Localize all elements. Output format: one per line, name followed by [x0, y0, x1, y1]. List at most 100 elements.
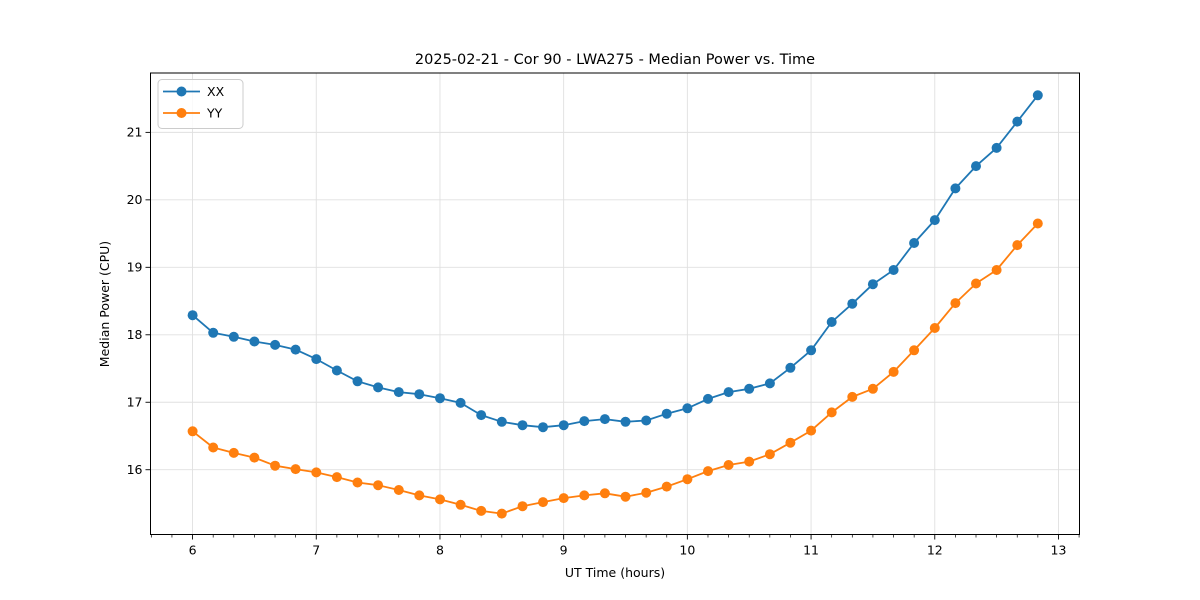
- data-point: [311, 467, 322, 478]
- data-point: [888, 265, 899, 275]
- data-point: [744, 383, 755, 394]
- data-point: [393, 485, 404, 495]
- data-point: [806, 345, 817, 356]
- legend-box: [157, 79, 244, 129]
- chart-title: 2025-02-21 - Cor 90 - LWA275 - Median Po…: [415, 52, 815, 68]
- series-xx: [187, 90, 1043, 433]
- data-point: [971, 161, 981, 172]
- data-point: [785, 437, 796, 448]
- legend-marker-xx: [176, 86, 187, 97]
- data-point: [579, 416, 590, 427]
- data-point: [270, 460, 281, 471]
- series-line-xx: [192, 94, 1039, 429]
- series-layer: [187, 90, 1043, 519]
- data-point: [249, 452, 260, 463]
- data-point: [661, 408, 672, 419]
- data-point: [538, 422, 548, 433]
- data-point: [599, 414, 610, 425]
- data-point: [414, 490, 425, 501]
- data-point: [290, 344, 301, 355]
- data-point: [929, 323, 940, 333]
- data-point: [476, 410, 487, 421]
- data-point: [847, 298, 858, 309]
- data-point: [909, 345, 920, 356]
- data-point: [847, 391, 858, 402]
- grid-layer: [150, 73, 1080, 535]
- y-tick-label: 16: [127, 462, 143, 477]
- data-point: [455, 397, 466, 408]
- tick-labels-layer: 6 7 8 9 10 11 12 13 16 17 18 19 20 21: [127, 125, 1067, 558]
- legend: XX YY: [157, 79, 244, 129]
- data-point: [703, 393, 713, 404]
- x-tick-label: 7: [312, 543, 320, 558]
- data-point: [1012, 240, 1023, 251]
- data-point: [228, 447, 239, 458]
- data-point: [538, 497, 548, 508]
- data-point: [826, 407, 837, 418]
- data-point: [950, 183, 961, 194]
- series-yy: [187, 218, 1043, 519]
- data-point: [187, 310, 198, 321]
- data-point: [517, 501, 528, 512]
- data-point: [641, 487, 652, 498]
- data-point: [331, 472, 342, 483]
- data-point: [744, 456, 755, 467]
- data-point: [558, 493, 569, 504]
- axes-frame: [150, 72, 1080, 535]
- data-point: [208, 327, 219, 338]
- data-point: [579, 490, 590, 501]
- data-point: [991, 265, 1002, 275]
- data-point: [208, 442, 219, 453]
- x-tick-label: 10: [679, 543, 695, 558]
- data-point: [826, 317, 837, 327]
- data-point: [270, 339, 281, 350]
- data-point: [496, 508, 507, 519]
- data-point: [971, 278, 981, 289]
- x-tick-label: 13: [1051, 543, 1067, 558]
- data-point: [682, 474, 693, 485]
- data-point: [888, 366, 899, 377]
- data-point: [455, 499, 466, 510]
- y-tick-label: 19: [127, 260, 143, 275]
- data-point: [764, 378, 775, 389]
- y-axis-label: Median Power (CPU): [97, 241, 112, 367]
- data-point: [723, 460, 734, 470]
- x-axis-label: UT Time (hours): [565, 565, 665, 580]
- data-point: [785, 362, 796, 373]
- data-point: [599, 488, 610, 499]
- data-point: [682, 403, 693, 414]
- data-point: [290, 464, 301, 475]
- data-point: [476, 505, 487, 516]
- data-point: [991, 142, 1002, 153]
- data-point: [867, 279, 878, 290]
- ticks-layer: [145, 131, 1080, 540]
- legend-item-yy: YY: [163, 106, 223, 121]
- y-tick-label: 21: [127, 125, 143, 140]
- data-point: [723, 387, 734, 398]
- legend-marker-yy: [176, 108, 187, 118]
- data-point: [249, 336, 260, 347]
- data-point: [311, 354, 322, 365]
- data-point: [641, 415, 652, 426]
- data-point: [393, 387, 404, 398]
- data-point: [187, 426, 198, 437]
- legend-item-xx: XX: [163, 84, 225, 99]
- data-point: [373, 382, 384, 393]
- data-point: [373, 480, 384, 491]
- data-point: [661, 481, 672, 492]
- data-point: [331, 365, 342, 376]
- data-point: [435, 393, 445, 404]
- data-point: [764, 449, 775, 460]
- data-point: [496, 416, 507, 427]
- data-point: [620, 491, 631, 502]
- y-tick-label: 18: [127, 327, 143, 342]
- x-tick-label: 12: [927, 543, 943, 558]
- data-point: [806, 425, 817, 436]
- data-point: [1012, 116, 1023, 127]
- data-point: [620, 416, 631, 427]
- data-point: [703, 466, 713, 477]
- y-tick-label: 20: [127, 192, 143, 207]
- data-point: [1032, 90, 1043, 101]
- data-point: [228, 331, 239, 342]
